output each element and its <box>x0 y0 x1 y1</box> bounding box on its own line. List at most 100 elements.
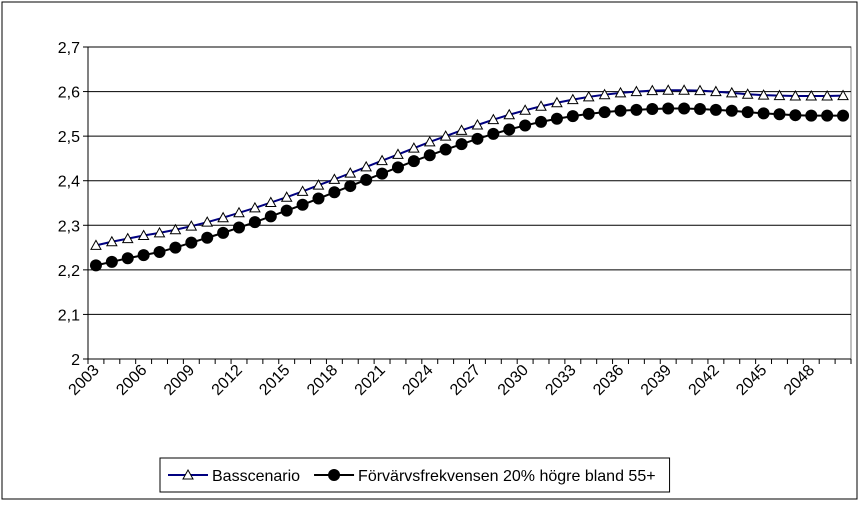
point <box>391 161 404 174</box>
point <box>741 106 754 119</box>
point <box>328 186 341 199</box>
y-tick-label: 2,1 <box>58 307 80 324</box>
point <box>487 113 500 125</box>
point <box>233 221 246 234</box>
point <box>551 96 563 108</box>
point <box>566 110 579 123</box>
point <box>471 118 484 130</box>
point <box>678 102 691 115</box>
point <box>503 108 516 120</box>
series <box>89 102 850 272</box>
y-tick-label: 2,2 <box>58 263 80 280</box>
point <box>614 104 627 117</box>
point <box>487 127 500 140</box>
point <box>296 198 309 211</box>
point <box>408 142 420 153</box>
point <box>646 84 659 96</box>
point <box>455 124 468 135</box>
point <box>662 84 675 95</box>
point <box>646 102 659 115</box>
point <box>693 102 706 115</box>
legend-box <box>159 457 671 493</box>
point <box>709 103 722 116</box>
point <box>741 88 754 99</box>
point <box>582 107 595 120</box>
point <box>630 85 643 97</box>
point <box>264 210 277 223</box>
point <box>89 259 102 272</box>
point <box>725 104 738 117</box>
point <box>773 89 786 101</box>
point <box>725 86 738 98</box>
y-tick-label: 2 <box>71 352 80 369</box>
point <box>805 89 818 101</box>
point <box>153 226 166 238</box>
point <box>630 103 643 116</box>
point <box>773 108 786 121</box>
point <box>153 246 166 259</box>
point <box>471 132 484 145</box>
point <box>598 106 611 119</box>
point <box>360 173 373 186</box>
point <box>503 123 516 136</box>
point <box>455 138 468 151</box>
point <box>201 231 214 244</box>
point <box>376 167 389 180</box>
point <box>217 226 230 239</box>
point <box>392 148 404 159</box>
point <box>121 232 134 244</box>
point <box>821 89 834 101</box>
y-tick-label: 2,3 <box>58 218 80 235</box>
point <box>662 102 675 115</box>
point <box>249 201 261 213</box>
point <box>90 239 102 250</box>
y-tick-label: 2,6 <box>58 85 80 102</box>
point <box>535 100 547 111</box>
point <box>407 155 420 168</box>
point <box>423 135 436 147</box>
point <box>598 88 611 100</box>
point <box>233 206 245 218</box>
point <box>344 180 357 193</box>
series <box>90 84 849 250</box>
legend-label: Basscenario <box>212 468 300 485</box>
point <box>678 84 690 95</box>
y-tick-label: 2,5 <box>58 129 80 146</box>
y-tick-label: 2,4 <box>58 174 80 191</box>
point <box>264 196 277 208</box>
legend-label: Förvärvsfrekvensen 20% högre bland 55+ <box>358 468 656 485</box>
point <box>360 160 373 172</box>
point <box>137 229 150 241</box>
point <box>121 252 134 265</box>
point <box>105 255 118 268</box>
point <box>757 107 770 120</box>
point <box>169 223 182 235</box>
point <box>312 192 325 205</box>
point <box>217 211 229 223</box>
point <box>439 130 452 141</box>
point <box>423 149 436 162</box>
point <box>789 109 802 122</box>
point <box>296 185 309 196</box>
point <box>757 89 770 100</box>
legend-marker <box>182 468 194 480</box>
point <box>312 179 325 190</box>
point <box>137 249 150 262</box>
point <box>248 216 261 229</box>
point <box>169 241 182 254</box>
point <box>789 89 802 101</box>
point <box>185 220 198 231</box>
plot-area <box>87 46 852 360</box>
point <box>582 90 595 102</box>
point <box>328 173 341 184</box>
point <box>105 235 118 247</box>
point <box>519 119 532 132</box>
point <box>614 86 627 98</box>
point <box>837 109 850 122</box>
point <box>201 216 214 227</box>
point <box>550 112 563 125</box>
point <box>439 143 452 156</box>
point <box>710 85 722 97</box>
point <box>376 154 388 166</box>
point <box>280 191 293 202</box>
